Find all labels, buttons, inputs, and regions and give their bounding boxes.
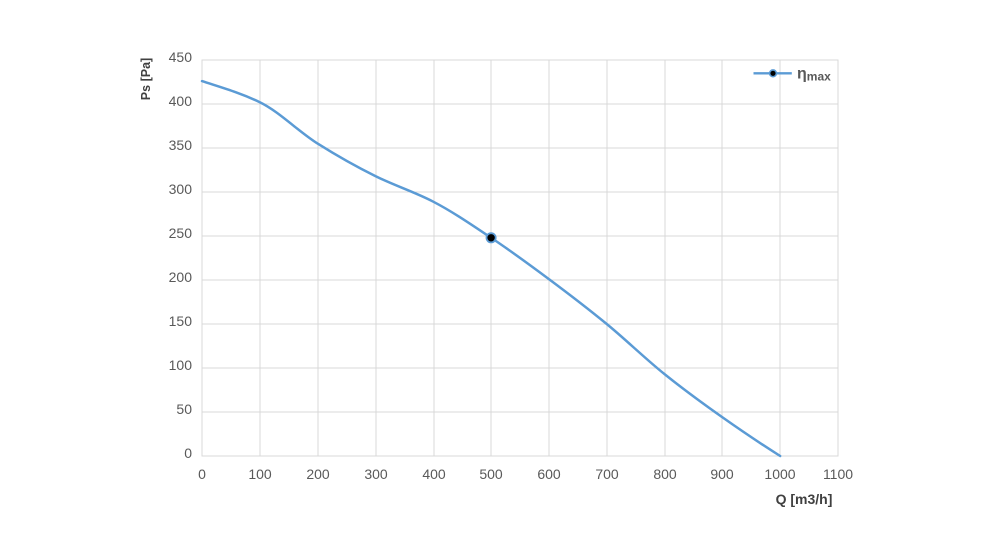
svg-text:ηmax: ηmax bbox=[797, 66, 831, 84]
svg-text:600: 600 bbox=[537, 466, 561, 482]
svg-text:400: 400 bbox=[422, 466, 446, 482]
svg-text:500: 500 bbox=[479, 466, 503, 482]
svg-text:0: 0 bbox=[184, 445, 192, 461]
svg-text:1000: 1000 bbox=[764, 466, 795, 482]
svg-text:200: 200 bbox=[306, 466, 330, 482]
svg-text:1100: 1100 bbox=[823, 466, 853, 482]
svg-text:400: 400 bbox=[169, 93, 193, 109]
svg-text:100: 100 bbox=[169, 357, 193, 373]
svg-text:0: 0 bbox=[198, 466, 206, 482]
svg-text:Q [m3/h]: Q [m3/h] bbox=[776, 491, 833, 507]
svg-text:800: 800 bbox=[653, 466, 677, 482]
svg-text:Ps [Pa]: Ps [Pa] bbox=[139, 58, 153, 100]
svg-text:250: 250 bbox=[169, 225, 193, 241]
svg-text:350: 350 bbox=[169, 137, 193, 153]
svg-text:100: 100 bbox=[248, 466, 272, 482]
svg-text:200: 200 bbox=[169, 269, 193, 285]
svg-text:300: 300 bbox=[169, 181, 193, 197]
svg-text:450: 450 bbox=[169, 49, 193, 65]
svg-text:900: 900 bbox=[710, 466, 734, 482]
svg-text:700: 700 bbox=[595, 466, 619, 482]
svg-text:150: 150 bbox=[169, 313, 193, 329]
svg-text:50: 50 bbox=[176, 401, 192, 417]
svg-text:300: 300 bbox=[364, 466, 388, 482]
